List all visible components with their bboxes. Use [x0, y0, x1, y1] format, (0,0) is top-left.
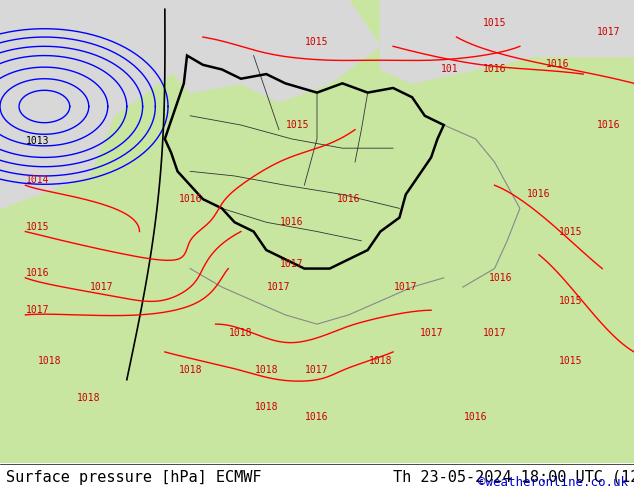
- Text: 1017: 1017: [89, 282, 113, 292]
- Text: 1016: 1016: [597, 120, 621, 130]
- Text: 1015: 1015: [305, 37, 329, 47]
- Text: 1017: 1017: [482, 328, 507, 339]
- Text: 1016: 1016: [178, 194, 202, 204]
- Text: 1015: 1015: [286, 120, 310, 130]
- Text: 1015: 1015: [559, 296, 583, 306]
- Text: Th 23-05-2024 18:00 UTC (12+06): Th 23-05-2024 18:00 UTC (12+06): [393, 469, 634, 485]
- Text: 1015: 1015: [559, 356, 583, 366]
- Text: 1016: 1016: [25, 268, 49, 278]
- Text: 1018: 1018: [254, 402, 278, 413]
- Text: 1016: 1016: [280, 217, 304, 227]
- Text: 1014: 1014: [25, 175, 49, 185]
- Polygon shape: [0, 0, 178, 208]
- Text: 1016: 1016: [489, 273, 513, 283]
- Text: 1015: 1015: [559, 226, 583, 237]
- Text: 1017: 1017: [280, 259, 304, 269]
- Text: 1018: 1018: [178, 366, 202, 375]
- Polygon shape: [380, 0, 539, 83]
- Text: 1018: 1018: [368, 356, 392, 366]
- Text: 1017: 1017: [597, 27, 621, 37]
- Text: 1017: 1017: [25, 305, 49, 315]
- Text: 1017: 1017: [267, 282, 291, 292]
- Text: 1016: 1016: [463, 412, 488, 422]
- Text: 1018: 1018: [38, 356, 61, 366]
- Polygon shape: [0, 0, 634, 463]
- Text: 1016: 1016: [527, 190, 551, 199]
- Polygon shape: [539, 0, 634, 55]
- Text: 1018: 1018: [229, 328, 253, 339]
- Text: 1017: 1017: [419, 328, 443, 339]
- Text: 1017: 1017: [394, 282, 418, 292]
- Text: 1017: 1017: [305, 366, 329, 375]
- Text: 1016: 1016: [337, 194, 361, 204]
- Text: 1016: 1016: [482, 65, 507, 74]
- Text: 1013: 1013: [25, 136, 49, 146]
- Text: 1018: 1018: [77, 393, 101, 403]
- Text: 1015: 1015: [482, 18, 507, 28]
- Text: 1018: 1018: [254, 366, 278, 375]
- Text: ©weatheronline.co.uk: ©weatheronline.co.uk: [477, 476, 628, 489]
- Text: Surface pressure [hPa] ECMWF: Surface pressure [hPa] ECMWF: [6, 469, 262, 485]
- Text: 1016: 1016: [305, 412, 329, 422]
- Text: 101: 101: [441, 65, 459, 74]
- Text: 1015: 1015: [25, 221, 49, 232]
- Text: 1016: 1016: [546, 59, 570, 70]
- Polygon shape: [158, 0, 380, 102]
